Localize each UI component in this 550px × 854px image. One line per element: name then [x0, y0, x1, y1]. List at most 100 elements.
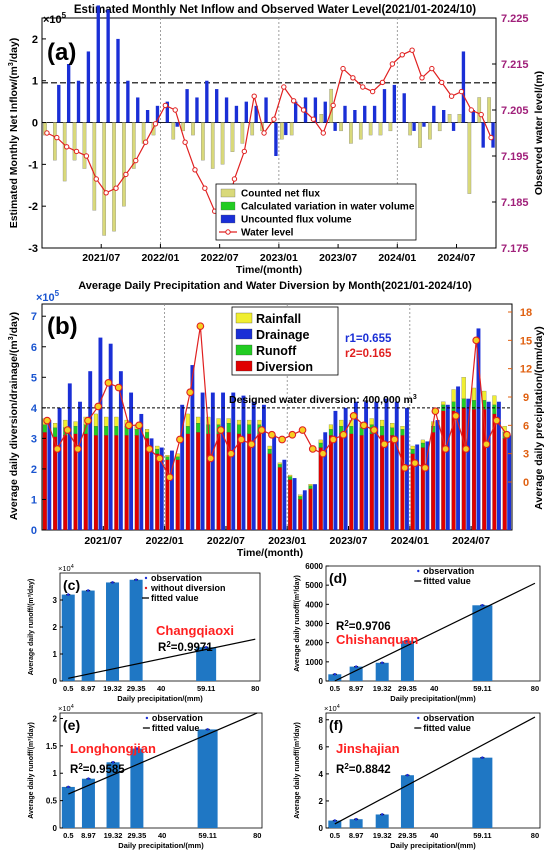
panel-a-exponent: ×105	[43, 11, 67, 26]
drainage-bar	[445, 404, 450, 530]
observation-point	[206, 728, 209, 731]
rainfall-bar	[461, 377, 466, 399]
diversion-bar	[277, 467, 282, 531]
runoff-bar	[288, 476, 293, 480]
water-level-point	[133, 157, 139, 164]
precipitation-point	[359, 421, 368, 430]
uncounted-flux-bar	[343, 105, 347, 123]
water-level-point	[448, 93, 455, 99]
precipitation-point	[370, 426, 378, 434]
y-tick-label: 2	[53, 623, 58, 632]
drainage-bar	[170, 450, 174, 530]
panel-a-ylabel-right: Observed water level/(m)	[533, 71, 545, 195]
y-tick-label: 1	[53, 650, 58, 659]
precipitation-point	[43, 416, 51, 425]
y-tick-label-right: 0	[523, 477, 529, 489]
y-tick-label: 7	[31, 311, 37, 323]
water-level-point	[389, 61, 396, 67]
x-tick-label: 8.97	[81, 831, 96, 840]
precipitation-point	[165, 473, 174, 482]
uncounted-flux-bar	[432, 105, 436, 123]
runoff-bar	[134, 429, 139, 436]
legend-swatch-point	[144, 586, 148, 590]
counted-flux-bar	[181, 122, 185, 132]
uncounted-flux-bar	[175, 122, 179, 127]
legend-label: fitted value	[152, 723, 200, 733]
rainfall-bar	[380, 419, 385, 427]
water-level-point	[429, 65, 435, 72]
runoff-bar	[375, 814, 389, 828]
drainage-bar	[323, 432, 328, 530]
drainage-bar	[190, 365, 195, 530]
diversion-bar	[124, 435, 129, 531]
uncounted-flux-bar	[76, 80, 81, 123]
counted-flux-bar	[408, 122, 412, 136]
small-panel: 3 2 1 0 0.5 8.97 19.32 29.35 40 59.11 80 Daily prec…	[28, 564, 261, 703]
y-tick-label: 6000	[305, 562, 323, 571]
diversion-bar	[267, 453, 272, 531]
observation-point	[66, 593, 70, 596]
drainage-bar	[476, 328, 481, 530]
y-tick-label: 0.5	[46, 797, 58, 806]
precipitation-point	[472, 336, 481, 345]
runoff-bar	[165, 456, 170, 460]
counted-flux-bar	[72, 122, 77, 161]
water-level-point	[123, 171, 129, 178]
drainage-bar	[118, 371, 123, 530]
panel-b: Average Daily Precipitation and Water Di…	[8, 280, 545, 559]
water-level-point	[93, 176, 99, 182]
r2-label: r2=0.165	[345, 348, 392, 360]
precipitation-point	[380, 440, 389, 449]
rainfall-bar	[277, 462, 282, 465]
water-level-point	[369, 88, 376, 95]
runoff-bar	[197, 729, 218, 828]
water-level-point	[399, 52, 405, 58]
legend-swatch-point	[145, 716, 149, 720]
uncounted-flux-bar	[224, 97, 229, 123]
runoff-bar	[53, 427, 58, 437]
panel-b-legend: Rainfall Drainage Runoff Diversion	[231, 306, 339, 376]
precipitation-point	[237, 435, 246, 444]
precipitation-point	[63, 426, 72, 434]
drainage-bar	[88, 371, 93, 530]
runoff-bar	[318, 442, 323, 448]
rainfall-bar	[308, 484, 313, 486]
runoff-bar	[155, 448, 160, 454]
runoff-bar	[492, 404, 497, 415]
y-axis-label: Average daily runoff/(m³/day)	[294, 722, 301, 819]
drainage-bar	[353, 401, 358, 530]
panel-a-title: Estimated Monthly Net Inflow and Observe…	[74, 4, 476, 16]
diversion-bar	[359, 435, 364, 531]
precipitation-point	[186, 388, 195, 397]
rainfall-bar	[114, 416, 119, 427]
runoff-bar	[308, 485, 313, 489]
runoff-bar	[130, 748, 144, 828]
legend-swatch	[235, 328, 253, 340]
counted-flux-bar	[240, 122, 245, 144]
drainage-bar	[394, 401, 399, 530]
runoff-bar	[196, 423, 201, 433]
precipitation-point	[84, 416, 92, 425]
uncounted-flux-bar	[264, 97, 268, 123]
observation-point	[406, 773, 409, 777]
counted-flux-bar	[457, 114, 462, 123]
diversion-bar	[318, 447, 323, 531]
drainage-bar	[313, 484, 317, 530]
diversion-bar	[298, 499, 303, 531]
rainfall-bar	[400, 426, 405, 430]
water-level-point	[251, 93, 257, 99]
drainage-bar	[384, 398, 389, 530]
diversion-bar	[42, 432, 47, 531]
diversion-bar	[349, 433, 354, 531]
legend-swatch	[220, 214, 236, 224]
panel-frame	[325, 712, 541, 829]
precipitation-point	[124, 421, 133, 430]
diversion-bar	[431, 432, 436, 531]
counted-flux-bar	[62, 122, 67, 182]
observation-point	[354, 817, 358, 821]
observation-point	[87, 777, 90, 781]
runoff-bar	[267, 448, 272, 454]
water-level-point	[231, 176, 238, 182]
legend-label: fitted value	[151, 593, 199, 603]
